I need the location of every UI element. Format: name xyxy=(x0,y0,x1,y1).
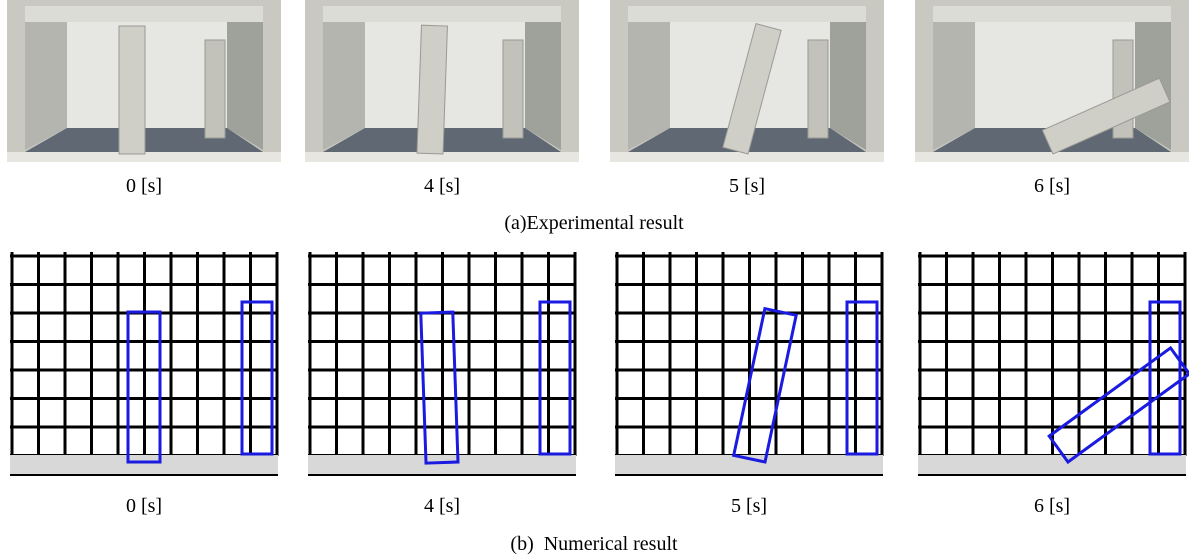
frame-label: 4 [s] xyxy=(424,495,460,517)
frame-label: 5 [s] xyxy=(729,175,765,197)
side-wall xyxy=(933,10,975,150)
frame-label: 0 [s] xyxy=(126,175,162,197)
frame-label: 6 [s] xyxy=(1034,495,1070,517)
side-wall xyxy=(830,10,866,150)
side-wall xyxy=(25,10,67,150)
side-wall xyxy=(1135,10,1171,150)
simulation: 0 [s] xyxy=(10,250,278,517)
floor xyxy=(918,455,1186,475)
side-wall xyxy=(628,10,670,150)
caption: (a)Experimental result xyxy=(504,212,684,234)
ceiling xyxy=(933,6,1171,22)
side-wall xyxy=(525,10,561,150)
frame-label: 4 [s] xyxy=(424,175,460,197)
frame-label: 0 [s] xyxy=(126,495,162,517)
photo: 6 [s] xyxy=(915,0,1189,197)
floor xyxy=(10,455,278,475)
photo: 4 [s] xyxy=(305,0,579,197)
box xyxy=(808,40,828,138)
frame-bottom xyxy=(915,152,1189,162)
photo: 0 [s] xyxy=(7,0,281,197)
ceiling xyxy=(323,6,561,22)
frame-label: 6 [s] xyxy=(1034,175,1070,197)
simulation: 4 [s] xyxy=(308,250,576,517)
simulation: 6 [s] xyxy=(918,250,1189,517)
back-wall xyxy=(67,22,227,128)
ceiling xyxy=(25,6,263,22)
ceiling xyxy=(628,6,866,22)
side-wall xyxy=(323,10,365,150)
box xyxy=(205,40,225,138)
box xyxy=(119,26,145,154)
figure: (a)Experimental result (b) Numerical res… xyxy=(0,0,1189,560)
photo: 5 [s] xyxy=(610,0,884,197)
side-wall xyxy=(227,10,263,150)
box xyxy=(417,25,447,154)
caption: (b) Numerical result xyxy=(510,533,678,555)
box xyxy=(503,40,523,138)
frame-label: 5 [s] xyxy=(731,495,767,517)
simulation: 5 [s] xyxy=(615,250,883,517)
floor xyxy=(308,455,576,475)
